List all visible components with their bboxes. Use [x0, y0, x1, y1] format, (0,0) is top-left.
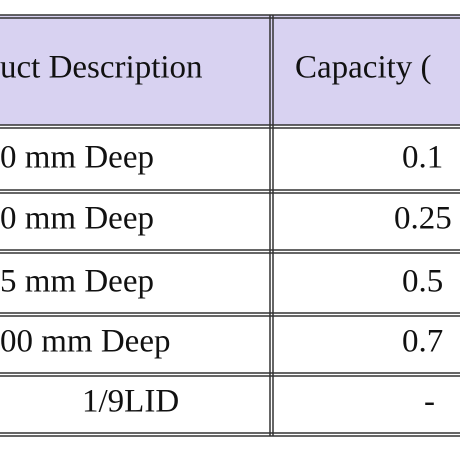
table-borders	[0, 14, 460, 437]
cell: 0.25	[394, 201, 452, 237]
cell: 0 mm Deep	[0, 201, 154, 237]
header-background	[0, 15, 460, 125]
cell: -	[424, 384, 435, 420]
cell: 0 mm Deep	[0, 140, 154, 176]
cell: 0.7	[402, 324, 443, 360]
cell: 1/9LID	[82, 384, 179, 420]
cell: 00 mm Deep	[0, 324, 170, 360]
cell: 0.1	[402, 140, 443, 176]
header-cell: Capacity (	[295, 50, 432, 86]
cell: 0.5	[402, 264, 443, 300]
cell: 5 mm Deep	[0, 264, 154, 300]
header-cell: uct Description	[0, 50, 203, 86]
